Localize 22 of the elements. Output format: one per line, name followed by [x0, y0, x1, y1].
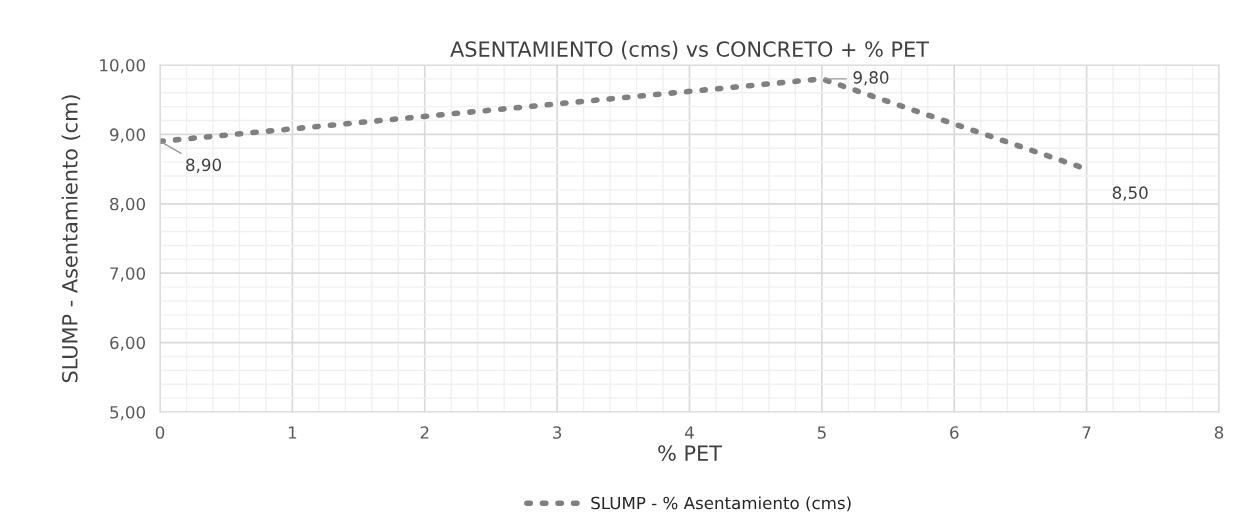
- x-tick-label: 5: [817, 426, 826, 439]
- x-tick-label: 6: [950, 426, 959, 439]
- x-tick-label: 8: [1214, 426, 1224, 439]
- x-tick-label: 1: [288, 426, 297, 439]
- data-label: 9,80: [853, 71, 889, 86]
- y-tick-label: 8,00: [110, 197, 145, 213]
- legend-label: SLUMP - % Asentamiento (cms): [591, 496, 851, 512]
- x-tick-label: 2: [420, 426, 429, 439]
- x-axis-title: % PET: [658, 445, 722, 461]
- chart-title: ASENTAMIENTO (cms) vs CONCRETO + % PET: [450, 40, 930, 60]
- x-tick-label: 7: [1082, 426, 1091, 439]
- x-tick-label: 0: [155, 426, 165, 439]
- x-tick-label: 3: [553, 426, 562, 439]
- y-tick-label: 10,00: [100, 58, 145, 74]
- y-axis-title: SLUMP - Asentamiento (cm): [61, 95, 81, 383]
- data-label: 8,50: [1112, 186, 1148, 201]
- y-tick-label: 9,00: [110, 128, 145, 143]
- y-tick-label: 6,00: [110, 336, 145, 351]
- x-tick-label: 4: [685, 426, 694, 439]
- data-label: 8,90: [186, 158, 221, 173]
- y-tick-label: 7,00: [110, 267, 145, 282]
- y-tick-label: 5,00: [110, 405, 145, 421]
